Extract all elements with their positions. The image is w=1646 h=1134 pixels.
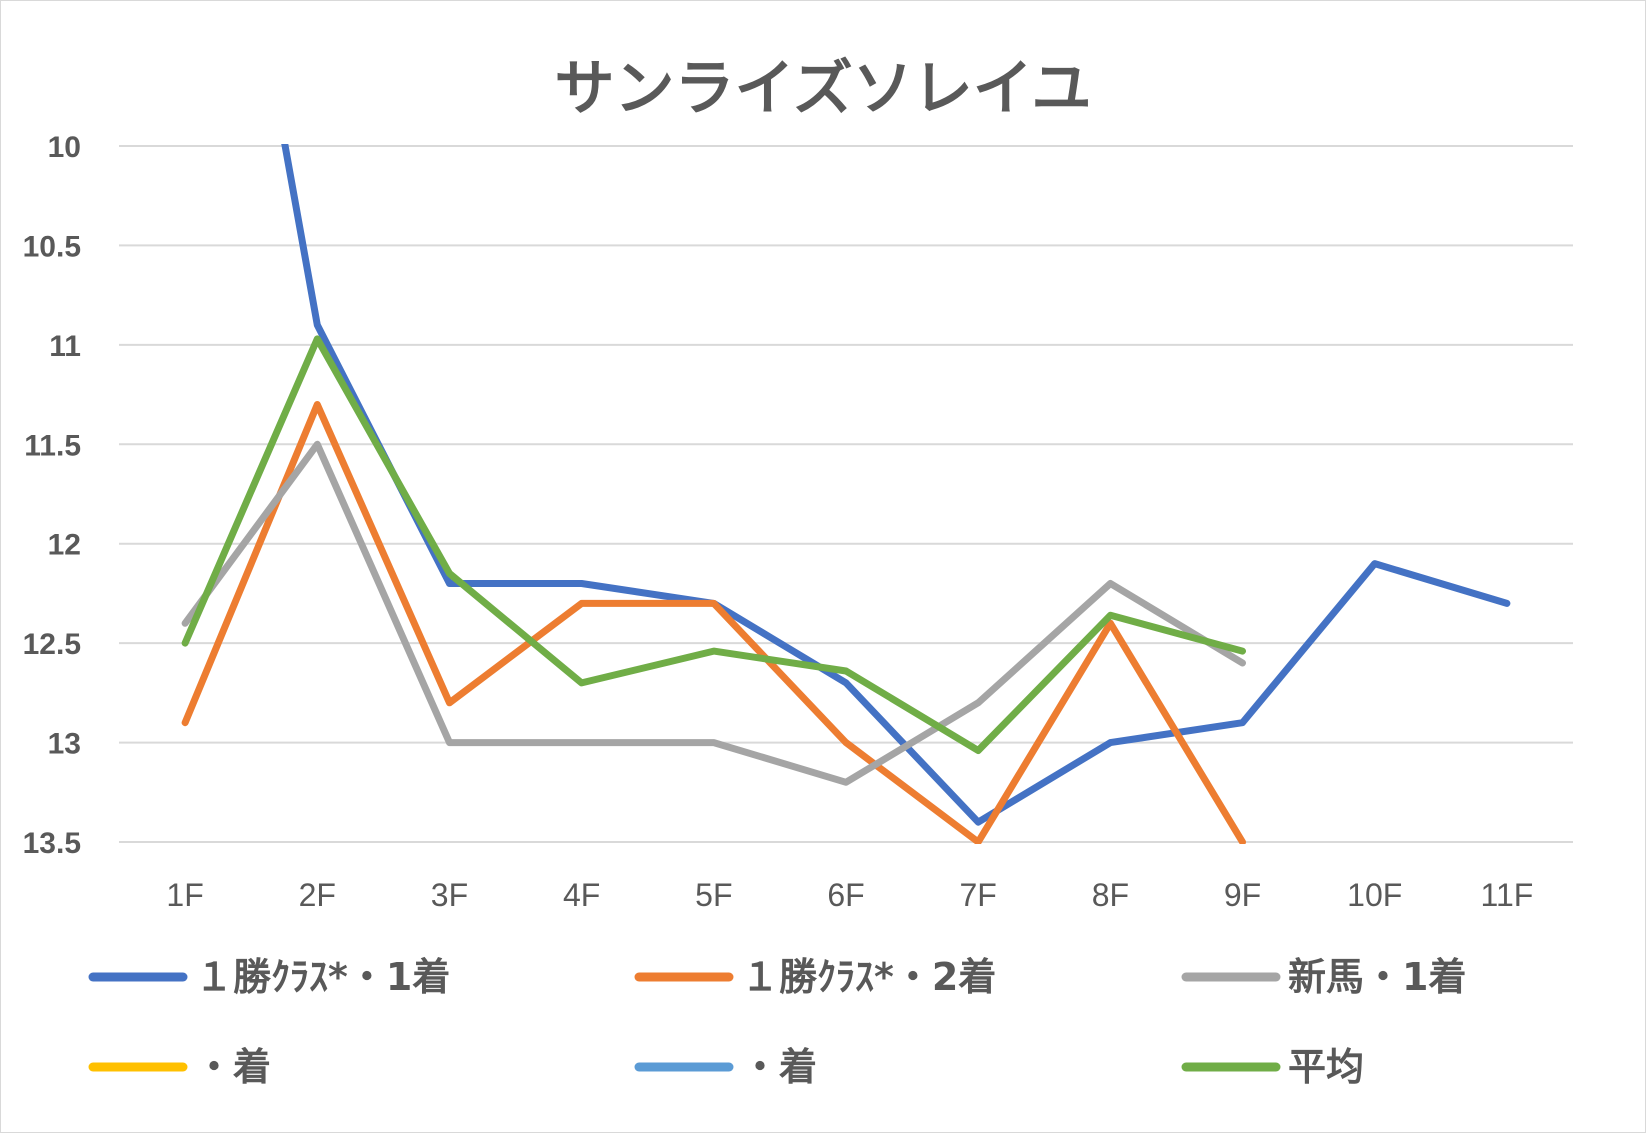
- series-line-5: [181, 335, 1246, 754]
- y-tick-label: 10.5: [23, 230, 81, 263]
- x-tick-label: 3F: [431, 877, 468, 913]
- x-tick-label: 7F: [960, 877, 997, 913]
- x-tick-label: 8F: [1092, 877, 1129, 913]
- legend-label: ・着: [741, 1045, 817, 1089]
- x-tick-label: 5F: [695, 877, 732, 913]
- legend-entry: 新馬・1着: [1181, 955, 1466, 999]
- x-tick-label: 9F: [1224, 877, 1261, 913]
- x-tick-label: 4F: [563, 877, 600, 913]
- x-tick-label: 1F: [166, 877, 203, 913]
- x-axis: 1F 2F 3F 4F 5F 6F 7F 8F 9F 10F 11F: [166, 877, 1533, 913]
- legend-label: 平均: [1288, 1045, 1364, 1089]
- legend-label: 新馬・1着: [1288, 955, 1466, 999]
- series-line-0: [281, 144, 1511, 826]
- x-tick-label: 6F: [827, 877, 864, 913]
- y-tick-label: 11: [49, 330, 81, 363]
- series-line-2: [181, 440, 1246, 786]
- legend-label: １勝ｸﾗｽ*・1着: [195, 955, 450, 999]
- y-tick-label: 13: [48, 728, 81, 761]
- x-tick-label: 11F: [1481, 877, 1534, 913]
- x-tick-label: 2F: [299, 877, 336, 913]
- legend-entry: ・着: [88, 1045, 271, 1089]
- x-tick-label: 10F: [1347, 877, 1402, 913]
- chart-title: サンライズソレイユ: [555, 54, 1092, 124]
- y-axis: 10 10.5 11 11.5 12 12.5 13 13.5: [23, 131, 81, 860]
- legend-entry: １勝ｸﾗｽ*・1着: [88, 955, 450, 999]
- y-tick-label: 12.5: [23, 628, 81, 661]
- y-tick-label: 12: [48, 529, 81, 562]
- series-lines: [181, 144, 1511, 844]
- legend-entry: ・着: [634, 1045, 817, 1089]
- y-tick-label: 11.5: [24, 429, 81, 462]
- y-tick-label: 10: [48, 131, 81, 164]
- legend-entry: 平均: [1181, 1045, 1364, 1089]
- series-line-1: [181, 401, 1246, 844]
- legend-label: ・着: [195, 1045, 271, 1089]
- legend-label: １勝ｸﾗｽ*・2着: [741, 955, 996, 999]
- legend-entry: １勝ｸﾗｽ*・2着: [634, 955, 996, 999]
- y-tick-label: 13.5: [23, 827, 81, 860]
- legend: １勝ｸﾗｽ*・1着 １勝ｸﾗｽ*・2着 新馬・1着・着 ・着 平均: [88, 955, 1466, 1089]
